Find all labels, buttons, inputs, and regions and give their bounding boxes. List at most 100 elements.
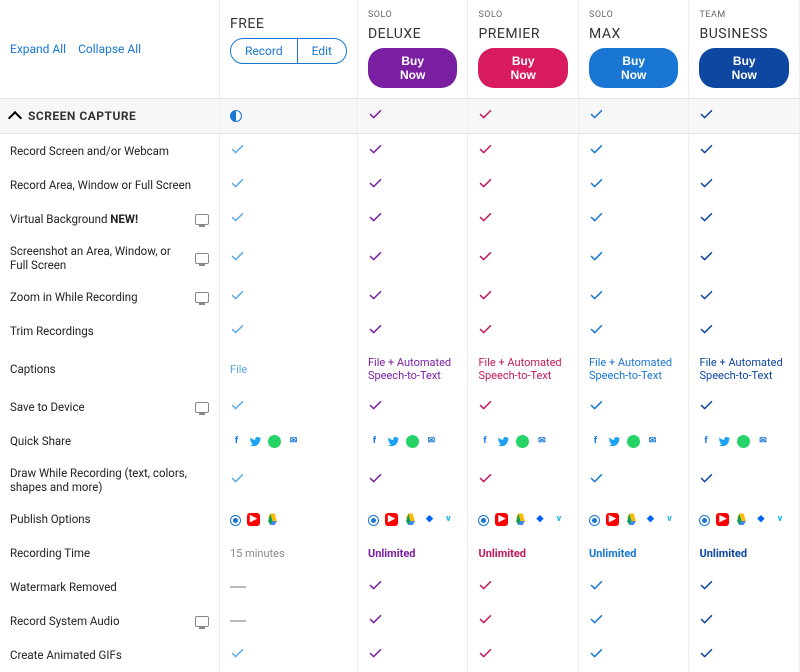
youtube-icon: ▶ (385, 513, 398, 526)
plan-tier: SOLO (478, 10, 502, 20)
plan-name: MAX (589, 26, 621, 42)
collapse-all-link[interactable]: Collapse All (78, 42, 141, 56)
feature-cell: Unlimited (358, 536, 469, 570)
expand-all-link[interactable]: Expand All (10, 42, 66, 56)
whatsapp-icon (406, 435, 419, 448)
check-icon (589, 398, 604, 416)
feature-cell: Unlimited (579, 536, 690, 570)
check-icon (589, 646, 604, 664)
feature-cell (468, 134, 579, 168)
check-icon (589, 471, 604, 489)
section-cell (358, 98, 469, 134)
plan-name: BUSINESS (699, 26, 768, 42)
feature-cell (220, 168, 358, 202)
dropbox-icon: ◆ (423, 513, 436, 526)
feature-value-text: File + Automated Speech-to-Text (478, 356, 568, 382)
segment-record[interactable]: Record (231, 39, 297, 63)
check-icon (699, 612, 714, 630)
check-icon (699, 210, 714, 228)
section-cell (689, 98, 800, 134)
segment-edit[interactable]: Edit (297, 39, 346, 63)
feature-label: Watermark Removed (0, 570, 220, 604)
desktop-only-icon (195, 253, 209, 264)
feature-cell (220, 280, 358, 314)
check-icon (368, 471, 383, 489)
check-icon (478, 612, 493, 630)
feature-cell (220, 236, 358, 280)
feature-cell (468, 390, 579, 424)
feature-cell (689, 314, 800, 348)
feature-cell (220, 570, 358, 604)
plan-column-deluxe: SOLODELUXEBuy Now (358, 0, 469, 98)
feature-label: Quick Share (0, 424, 220, 458)
check-icon (589, 107, 604, 125)
facebook-icon: f (589, 435, 602, 448)
plan-name: FREE (230, 16, 264, 32)
feature-label: Trim Recordings (0, 314, 220, 348)
vimeo-icon: v (773, 513, 786, 526)
half-circle-icon (230, 110, 242, 122)
feature-label: Publish Options (0, 502, 220, 536)
buy-now-button[interactable]: Buy Now (589, 48, 679, 88)
feature-cell: File + Automated Speech-to-Text (689, 348, 800, 390)
check-icon (589, 288, 604, 306)
drive-icon (514, 513, 527, 526)
feature-cell: 15 minutes (220, 536, 358, 570)
feature-cell (579, 604, 690, 638)
feature-cell: f✉ (689, 424, 800, 458)
vimeo-icon: v (663, 513, 676, 526)
feature-cell (220, 134, 358, 168)
feature-cell (579, 168, 690, 202)
drive-icon (735, 513, 748, 526)
check-icon (699, 249, 714, 267)
check-icon (478, 176, 493, 194)
plan-tier: SOLO (368, 10, 392, 20)
check-icon (478, 249, 493, 267)
feature-cell: ▶ (220, 502, 358, 536)
feature-value-text: Unlimited (699, 547, 747, 560)
expand-collapse-controls: Expand All Collapse All (0, 0, 220, 98)
check-icon (478, 646, 493, 664)
plan-column-free: FREE RecordEdit (220, 0, 358, 98)
feature-label: Captions (0, 348, 220, 390)
plan-tier: SOLO (589, 10, 613, 20)
new-badge: NEW! (110, 212, 138, 226)
youtube-icon: ▶ (606, 513, 619, 526)
buy-now-button[interactable]: Buy Now (368, 48, 458, 88)
feature-cell (689, 202, 800, 236)
section-title: SCREEN CAPTURE (28, 109, 136, 123)
buy-now-button[interactable]: Buy Now (478, 48, 568, 88)
feature-label: Record System Audio (0, 604, 220, 638)
section-cell (579, 98, 690, 134)
drive-icon (625, 513, 638, 526)
dash-icon (230, 620, 246, 622)
check-icon (589, 578, 604, 596)
screencast-icon (478, 512, 489, 526)
twitter-icon (387, 435, 400, 448)
check-icon (699, 176, 714, 194)
feature-cell (689, 390, 800, 424)
feature-cell (689, 638, 800, 672)
feature-label: Draw While Recording (text, colors, shap… (0, 458, 220, 502)
feature-cell (358, 638, 469, 672)
feature-text: Record System Audio (10, 614, 189, 628)
feature-cell (358, 134, 469, 168)
buy-now-button[interactable]: Buy Now (699, 48, 789, 88)
feature-cell (689, 134, 800, 168)
check-icon (230, 142, 245, 160)
feature-cell: File (220, 348, 358, 390)
feature-cell (468, 202, 579, 236)
youtube-icon: ▶ (716, 513, 729, 526)
feature-cell (468, 604, 579, 638)
feature-text: Zoom in While Recording (10, 290, 189, 304)
youtube-icon: ▶ (495, 513, 508, 526)
feature-cell (689, 458, 800, 502)
check-icon (699, 471, 714, 489)
email-icon: ✉ (646, 435, 659, 448)
section-toggle-screen-capture[interactable]: SCREEN CAPTURE (0, 98, 220, 134)
feature-cell (579, 280, 690, 314)
desktop-only-icon (195, 402, 209, 413)
check-icon (699, 322, 714, 340)
check-icon (589, 249, 604, 267)
check-icon (478, 107, 493, 125)
